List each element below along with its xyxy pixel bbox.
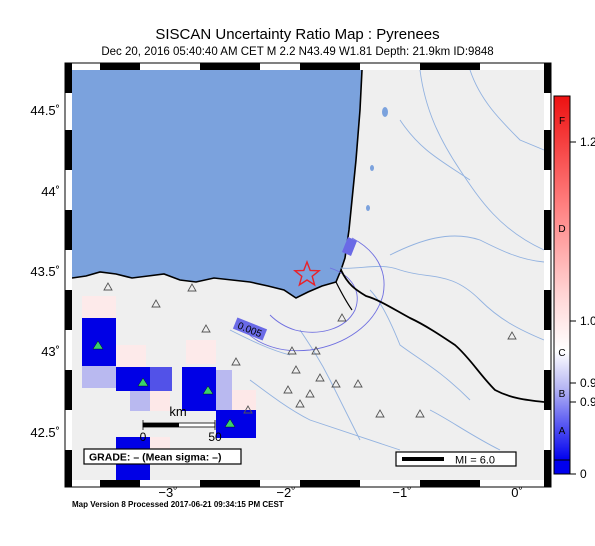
coast-south-detail	[335, 281, 353, 311]
station-green	[137, 377, 149, 387]
scale-bar-end: 50	[208, 430, 222, 444]
grade-letter: F	[559, 116, 565, 127]
scale-bar: km 0 50	[140, 404, 222, 444]
colorbar-tick: 0	[580, 467, 587, 481]
y-tick: 43˚	[41, 344, 60, 359]
colorbar-tick: 0.9	[580, 376, 595, 390]
mi-legend: MI = 6.0	[395, 451, 517, 467]
mi-legend-text: MI = 6.0	[455, 455, 495, 467]
y-tick: 42.5˚	[30, 425, 60, 440]
grade-box: GRADE: – (Mean sigma: –)	[83, 448, 242, 465]
y-tick: 43.5˚	[30, 264, 60, 279]
country-border	[340, 269, 544, 403]
rivers	[89, 70, 544, 451]
scale-bar-start: 0	[140, 430, 147, 444]
x-axis: −3˚ −2˚ −1˚ 0˚	[158, 485, 522, 500]
grade-letter: C	[558, 348, 565, 359]
y-tick: 44˚	[41, 184, 60, 199]
station-markers	[103, 282, 517, 418]
station-green	[92, 340, 104, 350]
grade-letter: D	[558, 224, 565, 235]
used-stations	[92, 340, 236, 428]
x-tick: −2˚	[276, 485, 295, 500]
coastline	[72, 70, 363, 299]
colorbar-tick: 1.2	[580, 135, 595, 149]
grade-letter: B	[559, 389, 566, 400]
colorbar-tick: 1.0	[580, 314, 595, 328]
x-tick: −3˚	[158, 485, 177, 500]
x-tick: −1˚	[392, 485, 411, 500]
x-tick: 0˚	[511, 485, 523, 500]
grade-letter: A	[559, 426, 566, 437]
epicenter-star-icon	[293, 260, 321, 287]
y-axis: 44.5˚ 44˚ 43.5˚ 43˚ 42.5˚	[30, 103, 60, 440]
y-tick: 44.5˚	[30, 103, 60, 118]
station-green	[202, 385, 214, 395]
station-green	[224, 418, 236, 428]
grade-text: GRADE: – (Mean sigma: –)	[89, 452, 221, 464]
bay-of-biscay	[72, 70, 362, 298]
colorbar-tick: 0.9	[580, 395, 595, 409]
event-info: Dec 20, 2016 05:40:40 AM CET M 2.2 N43.4…	[101, 46, 494, 58]
map-footer: Map Version 8 Processed 2017-06-21 09:34…	[72, 500, 284, 509]
coastal-lakes	[366, 107, 388, 211]
colorbar: F D C B A 1.2 1.0 0.9 0.9 0	[553, 95, 595, 481]
scale-bar-title: km	[169, 404, 186, 419]
map-title: SISCAN Uncertainty Ratio Map : Pyrenees	[155, 26, 440, 43]
